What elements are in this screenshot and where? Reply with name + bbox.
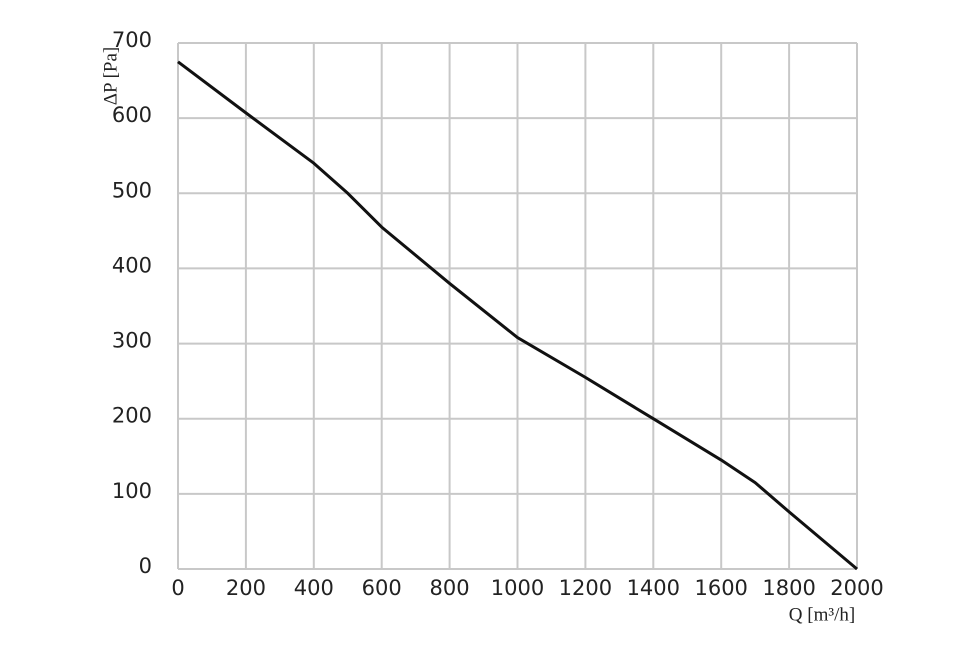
y-tick-label: 400	[112, 253, 152, 277]
x-tick-label: 0	[171, 576, 184, 600]
x-tick-label: 1600	[694, 576, 747, 600]
y-axis-title: ΔP [Pa]	[100, 47, 121, 105]
x-tick-label: 600	[362, 576, 402, 600]
y-tick-label: 0	[139, 554, 152, 578]
x-tick-label: 1200	[559, 576, 612, 600]
x-axis-title: Q [m³/h]	[789, 604, 855, 625]
x-tick-label: 1400	[627, 576, 680, 600]
x-tick-label: 1800	[762, 576, 815, 600]
x-tick-label: 400	[294, 576, 334, 600]
x-tick-label: 2000	[830, 576, 883, 600]
y-tick-label: 700	[112, 28, 152, 52]
y-tick-label: 200	[112, 404, 152, 428]
y-tick-label: 500	[112, 178, 152, 202]
x-tick-label: 200	[226, 576, 266, 600]
x-tick-label: 800	[430, 576, 470, 600]
y-tick-label: 100	[112, 479, 152, 503]
y-tick-label: 300	[112, 329, 152, 353]
x-tick-label: 1000	[491, 576, 544, 600]
curve	[177, 60, 858, 571]
y-tick-label: 600	[112, 103, 152, 127]
